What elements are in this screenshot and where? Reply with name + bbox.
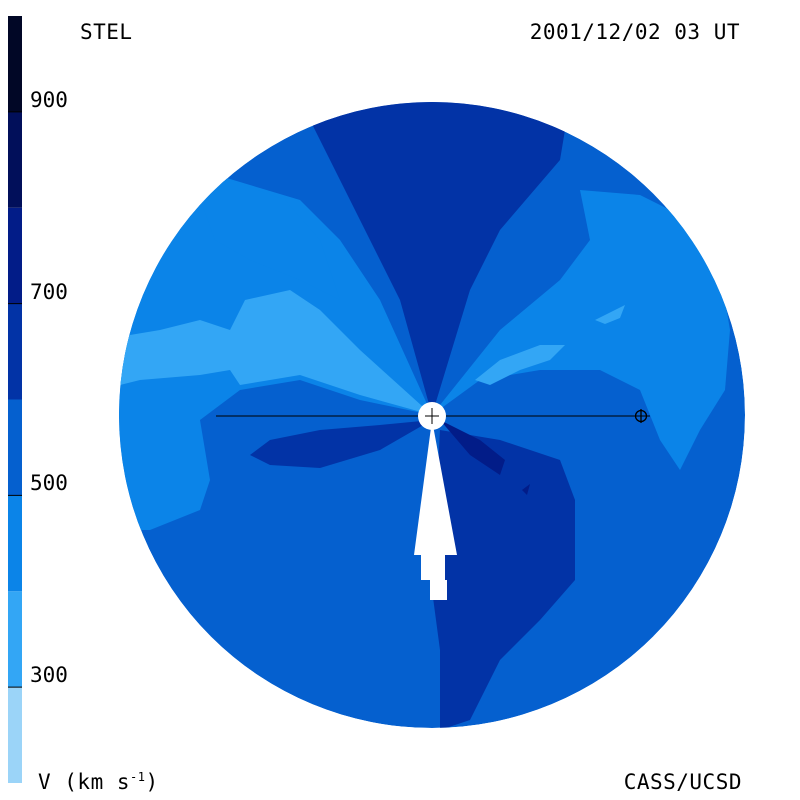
colorbar-tick-label: 700 [30,279,68,304]
institution-label: CASS/UCSD [623,770,742,794]
colorbar-tick-label: 300 [30,663,68,688]
region-deep-streak [440,420,505,475]
region-right-medium [432,190,730,470]
colorbar-tick-label: 500 [30,471,68,496]
colorbar-band [8,591,22,688]
region-left-light [119,290,432,415]
colorbar-band [8,399,22,496]
velocity-colorbar [8,16,22,783]
region-deep-speck [522,484,530,495]
colorbar-band [8,207,22,304]
region-lower-dark [432,430,575,728]
colorbar-band [8,111,22,208]
colorbar-band [8,303,22,400]
earth-marker [634,409,648,423]
data-gap-wedge [414,420,457,600]
colorbar-unit-label: V (km s-1) [38,770,159,794]
region-top-dark [300,102,570,415]
datetime-label: 2001/12/02 03 UT [529,20,740,44]
colorbar-band [8,495,22,592]
observatory-label: STEL [80,20,133,44]
region-right-light-2 [595,305,625,324]
sun-marker [418,402,446,430]
colorbar-band [8,16,22,112]
region-upper-left-light [195,180,340,300]
colorbar-tick-label: 900 [30,87,68,112]
colorbar-band [8,687,22,783]
region-right-light [475,345,565,385]
region-left-dark-lobe [250,420,432,468]
